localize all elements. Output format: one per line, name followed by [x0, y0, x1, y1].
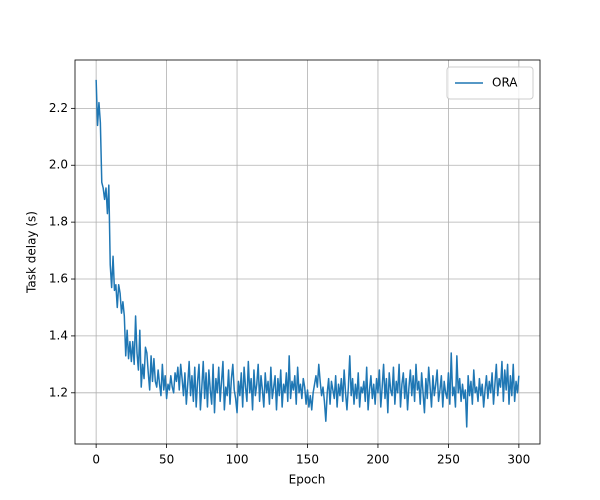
y-tick-label: 1.6: [49, 272, 68, 286]
y-tick-label: 1.8: [49, 215, 68, 229]
x-tick-label: 300: [507, 453, 530, 467]
x-tick-label: 150: [296, 453, 319, 467]
x-tick-label: 250: [437, 453, 460, 467]
x-axis-label: Epoch: [289, 473, 326, 487]
data-line: [95, 79, 520, 428]
y-tick-label: 2.0: [49, 158, 68, 172]
x-tick-label: 50: [159, 453, 174, 467]
y-axis-label: Task delay (s): [25, 211, 39, 294]
legend-label: ORA: [492, 76, 518, 90]
legend-box: [446, 66, 534, 100]
x-tick-label: 200: [367, 453, 390, 467]
y-tick-label: 1.4: [49, 328, 68, 342]
x-tick-label: 100: [226, 453, 249, 467]
x-tick-label: 0: [92, 453, 100, 467]
y-tick-label: 2.2: [49, 101, 68, 115]
plot-frame: [74, 59, 541, 445]
y-tick-label: 1.2: [49, 385, 68, 399]
